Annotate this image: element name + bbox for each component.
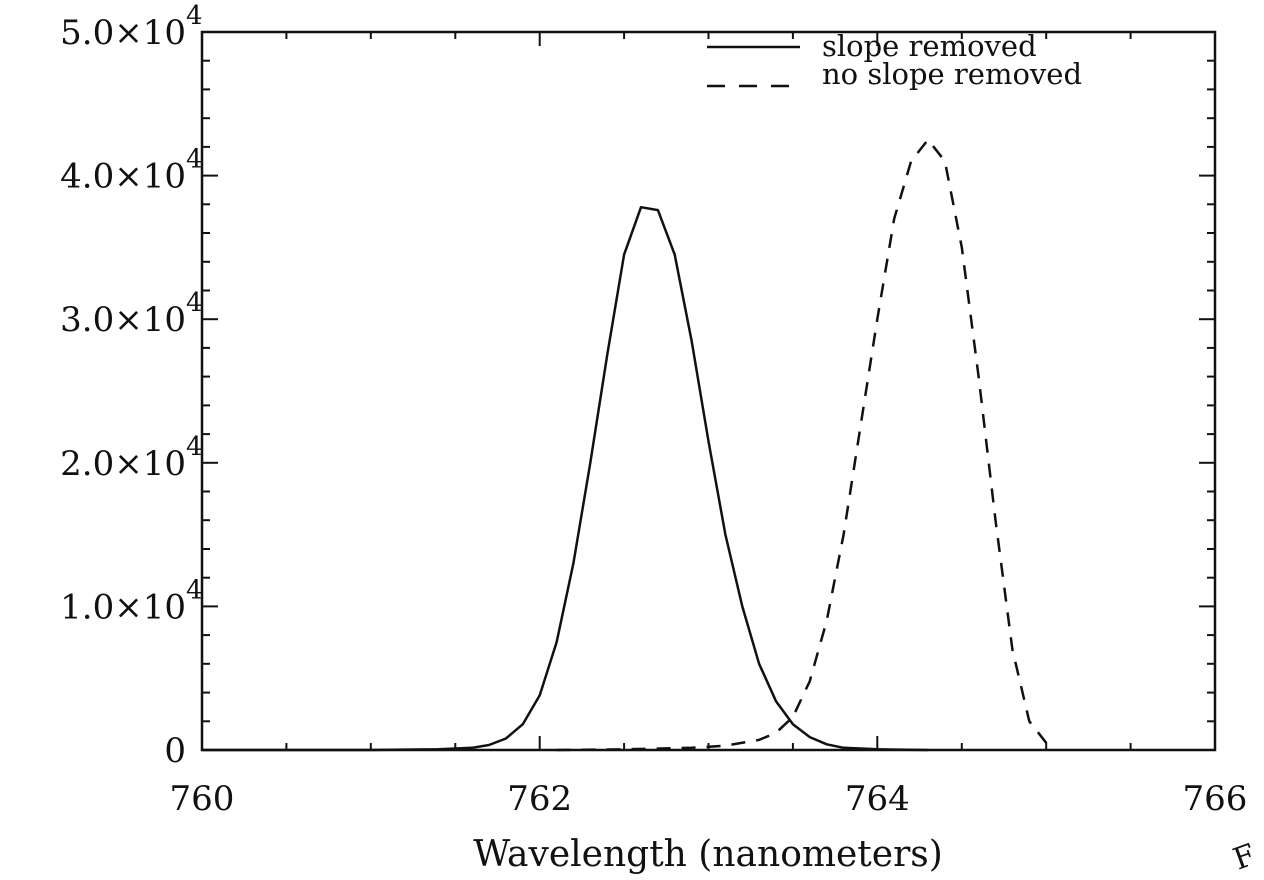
y-tick-mantissa: 4.0×10: [60, 157, 186, 197]
y-tick-label: 0: [164, 731, 186, 771]
series-lines: [202, 138, 1056, 752]
series-line-slope-removed: [202, 205, 929, 752]
y-tick-mantissa: 3.0×10: [60, 300, 186, 340]
legend: slope removed no slope removed: [707, 29, 1082, 91]
y-tick-exponent: 4: [186, 432, 203, 462]
y-tick-label: 4.0×10 4: [60, 145, 202, 197]
y-tick-labels: 01.0×10 42.0×10 43.0×10 44.0×10 45.0×10 4: [60, 1, 202, 771]
y-tick-exponent: 4: [186, 288, 203, 318]
margin-mark: F: [1229, 838, 1261, 878]
plot-frame: [200, 30, 1217, 752]
plot-frame-group: [200, 30, 1217, 752]
x-tick-label: 760: [170, 779, 235, 819]
y-tick-label: 3.0×10 4: [60, 288, 202, 340]
tick-marks: [201, 31, 1216, 751]
x-axis-label: Wavelength (nanometers): [473, 834, 943, 875]
x-tick-labels: 760 762 764 766: [170, 779, 1248, 819]
y-tick-mantissa: 1.0×10: [60, 587, 186, 627]
y-tick-label: 2.0×10 4: [60, 432, 202, 484]
x-tick-label: 764: [845, 779, 910, 819]
y-tick-mantissa: 0: [164, 731, 186, 771]
y-tick-exponent: 4: [186, 1, 203, 31]
y-tick-mantissa: 5.0×10: [60, 13, 186, 53]
y-tick-label: 1.0×10 4: [60, 575, 202, 627]
legend-label-no-slope-removed: no slope removed: [822, 57, 1082, 91]
legend-label-slope-removed: slope removed: [822, 29, 1037, 63]
series-line-no-slope-removed: [556, 138, 1056, 752]
y-tick-exponent: 4: [186, 575, 203, 605]
x-tick-label: 766: [1183, 779, 1248, 819]
y-tick-exponent: 4: [186, 145, 203, 175]
y-tick-mantissa: 2.0×10: [60, 444, 186, 484]
x-tick-label: 762: [507, 779, 572, 819]
y-tick-label: 5.0×10 4: [60, 1, 202, 53]
